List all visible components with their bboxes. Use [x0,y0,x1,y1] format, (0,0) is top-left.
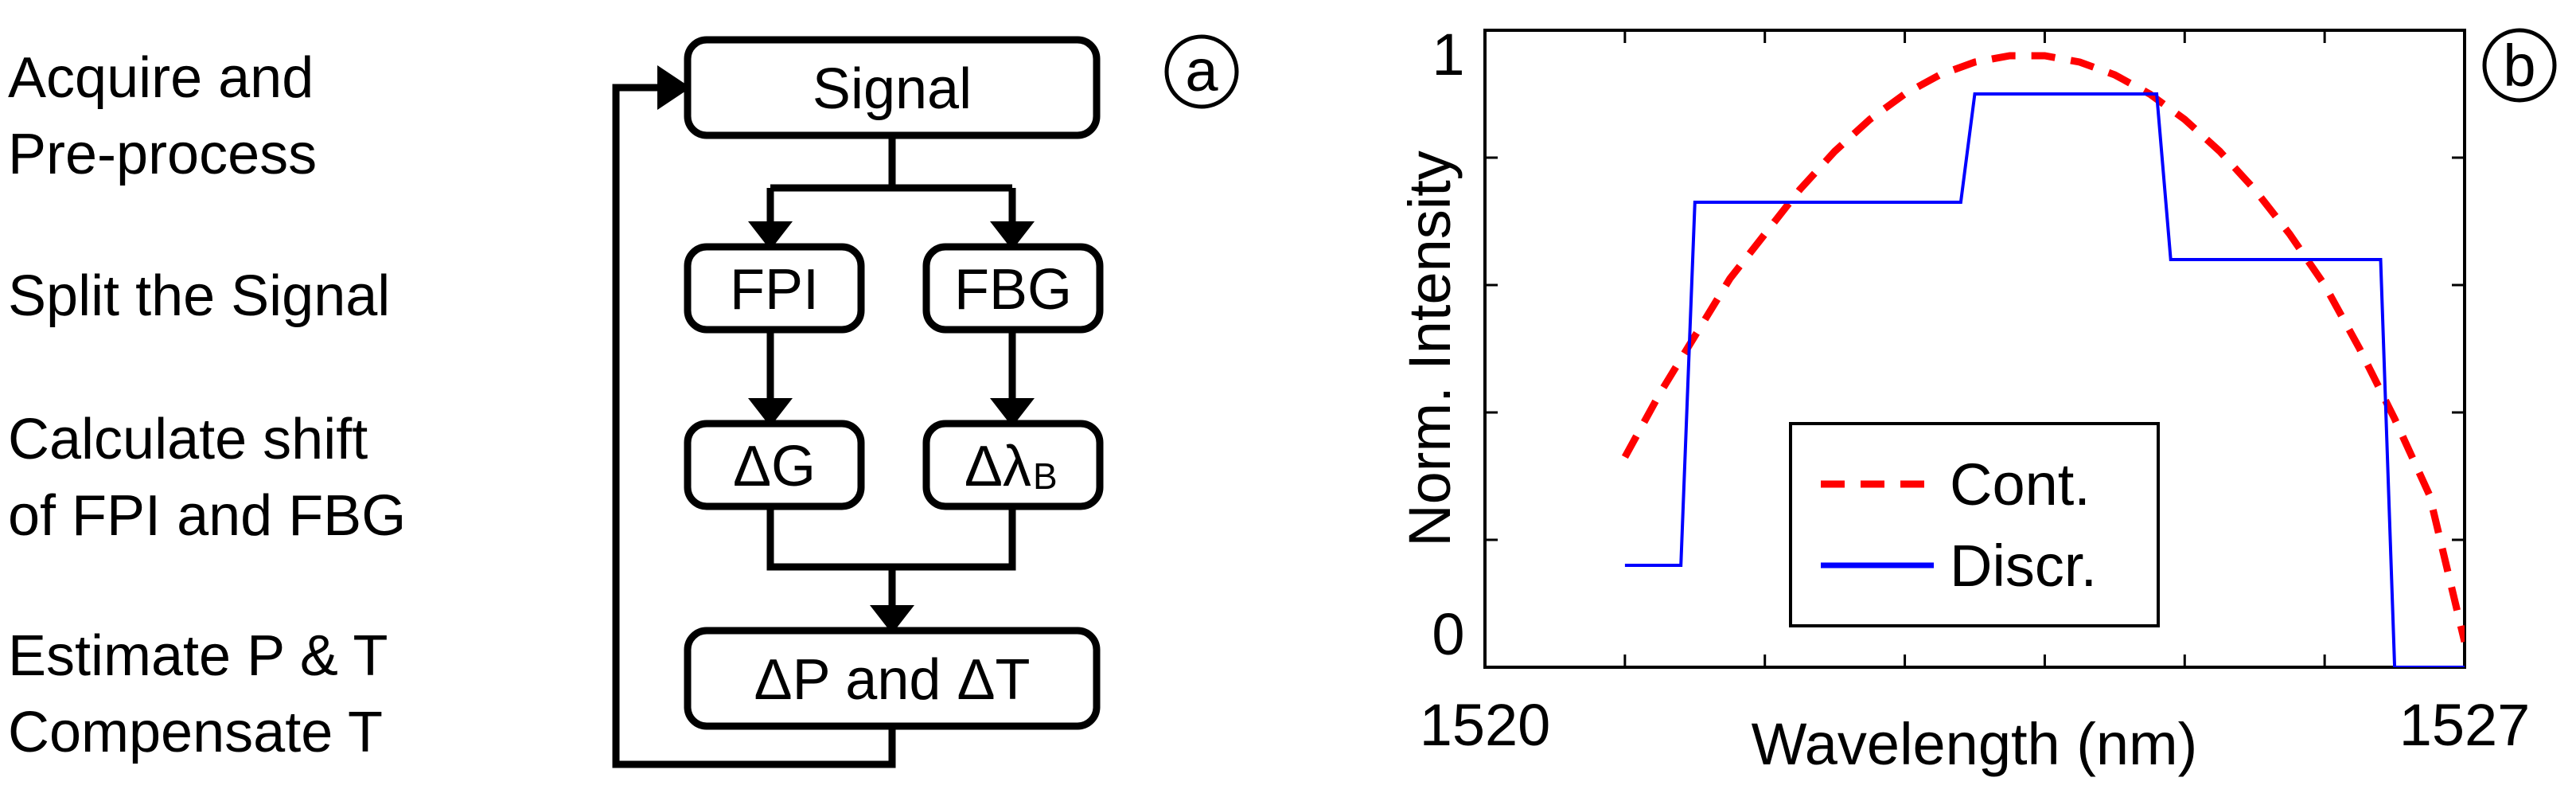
step4-line2: Compensate T [8,701,383,764]
x-tick-label-min: 1520 [1420,692,1551,758]
plot-frame [1483,29,2466,669]
arrowhead-signal [657,65,691,110]
panel-a-circle [1164,34,1239,109]
dg-box [684,420,865,510]
fpi-box [684,243,865,334]
merge-bar [766,506,1016,571]
panel-a-text: a [1185,37,1218,104]
dlambda-label: Δλ [965,435,1031,498]
flow-labels: Signal FPI FBG ΔG Δλ B ΔP and ΔT [730,57,1072,712]
flowchart [612,36,1104,768]
step1-line2: Pre-process [8,123,317,186]
signal-label: Signal [813,57,972,121]
dg-label: ΔG [733,435,816,498]
x-axis-label: Wavelength (nm) [1752,711,2198,777]
dlambda-subscript: B [1033,455,1058,497]
step1-line1: Acquire and [8,46,314,110]
legend-discr-label: Discr. [1950,533,2097,599]
flow-arrowheads [657,65,1035,634]
x-tick-label-max: 1527 [2399,692,2531,758]
y-tick-label-min: 0 [1432,601,1464,667]
panel-label-b: b [2482,28,2557,103]
fpi-label: FPI [730,258,819,322]
arrowhead-dg [748,398,793,427]
legend-cont-label: Cont. [1950,451,2091,518]
axis-ticks [1483,29,2466,669]
series-cont-line [1621,52,2465,643]
panel-b-circle [2482,28,2557,103]
panel-b-text: b [2503,33,2535,99]
dpdt-label: ΔP and ΔT [754,648,1030,712]
legend-box [1789,422,2160,627]
arrowhead-dlambda [990,398,1035,427]
step3-line2: of FPI and FBG [8,484,406,548]
y-axis-label: Norm. Intensity [1397,150,1463,547]
y-tick-label-max: 1 [1432,21,1464,88]
arrowhead-fbg [990,221,1035,250]
step3-line1: Calculate shift [8,408,368,471]
panel-label-a: a [1164,34,1239,109]
step4-line1: Estimate P & T [8,624,388,688]
step-labels: Acquire and Pre-process Split the Signal… [8,46,406,764]
arrowhead-dpdt [870,605,914,634]
chart: 1 0 1520 1527 Wavelength (nm) Norm. Inte… [1397,21,2557,777]
arrowhead-fpi [748,221,793,250]
fbg-label: FBG [954,258,1072,322]
step2-line1: Split the Signal [8,264,390,328]
legend: Cont. Discr. [1789,422,2160,627]
feedback-loop [612,84,896,768]
series-discr-line [1624,92,2465,667]
